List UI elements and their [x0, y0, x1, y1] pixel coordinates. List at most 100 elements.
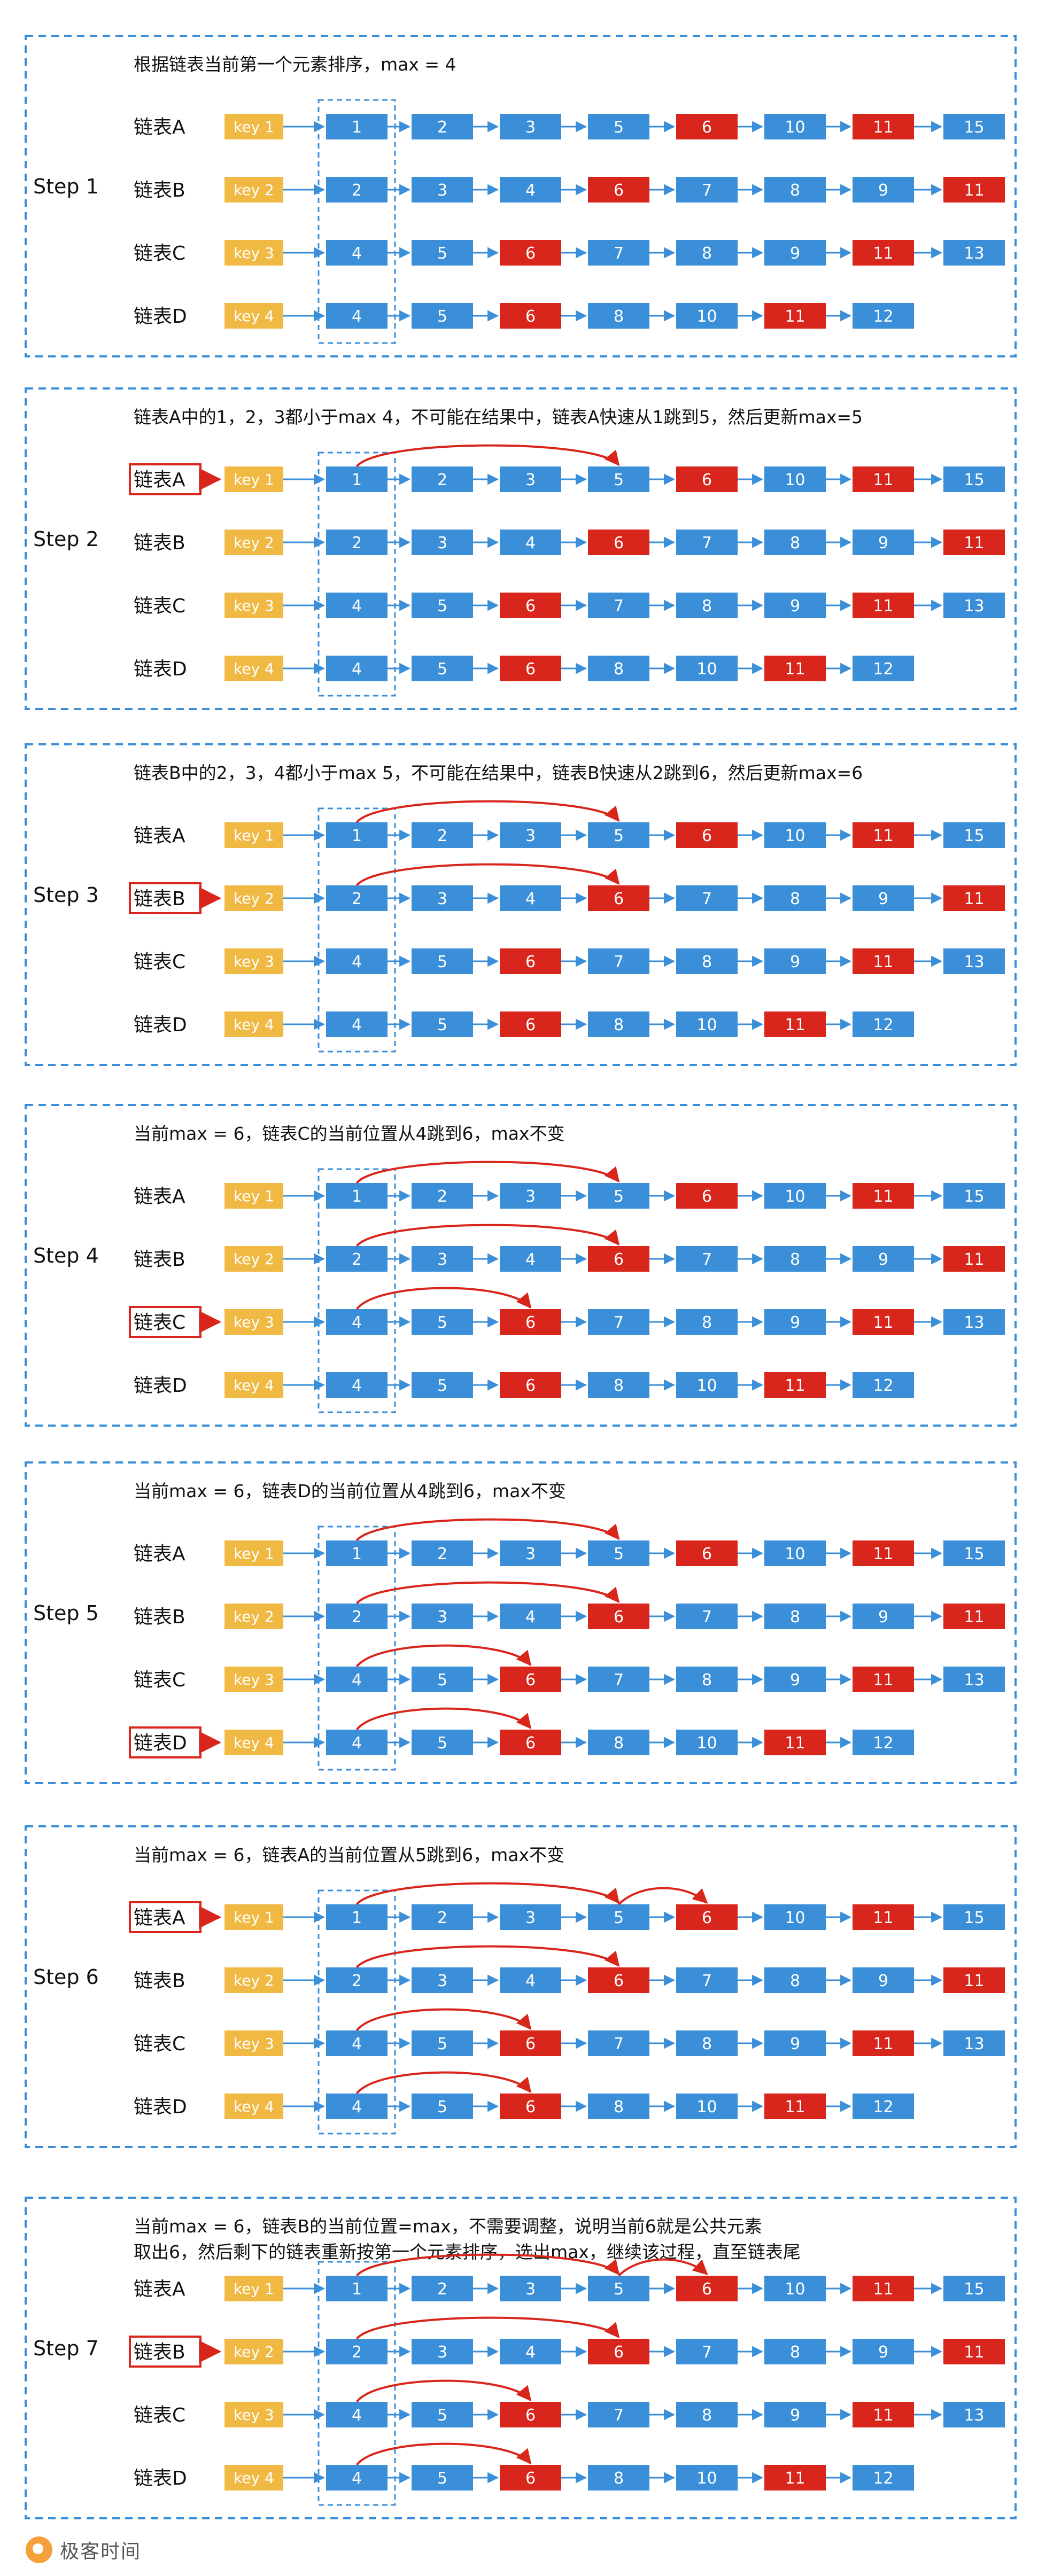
node-box: [500, 2030, 561, 2056]
node-box: [412, 1309, 473, 1335]
node-box: [326, 530, 388, 555]
key-label: key 3: [234, 1671, 274, 1688]
node-box: [853, 114, 914, 139]
node-box: [588, 1246, 649, 1272]
step-frame: [25, 35, 1017, 357]
node-value: 11: [785, 2098, 805, 2116]
node-value: 7: [702, 534, 712, 552]
key-label: key 3: [234, 2406, 274, 2424]
node-box: [853, 1604, 914, 1629]
node-value: 4: [525, 1972, 536, 1990]
node-value: 11: [873, 2035, 893, 2053]
node-value: 3: [437, 1608, 447, 1626]
step-note: 链表B中的2，3，4都小于max 5，不可能在结果中，链表B快速从2跳到6，然后…: [134, 762, 863, 783]
node-box: [412, 1604, 473, 1629]
node-box: [943, 2402, 1005, 2427]
key-box: [224, 1967, 283, 1993]
node-box: [676, 1246, 738, 1272]
node-value: 10: [785, 1545, 805, 1563]
node-value: 6: [525, 244, 536, 263]
node-box: [853, 177, 914, 203]
node-value: 10: [696, 2098, 717, 2116]
node-box: [943, 2339, 1005, 2364]
node-value: 6: [525, 1734, 536, 1753]
node-value: 13: [964, 2035, 984, 2053]
node-box: [326, 2094, 388, 2119]
node-box: [676, 466, 738, 492]
node-box: [676, 1967, 738, 1993]
node-value: 11: [873, 1187, 893, 1206]
node-box: [500, 530, 561, 555]
node-box: [500, 1540, 561, 1566]
node-box: [853, 656, 914, 681]
node-box: [326, 466, 388, 492]
node-value: 11: [873, 1909, 893, 1927]
row-label: 链表D: [134, 1375, 187, 1397]
node-box: [853, 1183, 914, 1209]
node-value: 1: [352, 471, 362, 489]
node-value: 7: [702, 890, 712, 908]
key-label: key 1: [234, 471, 274, 488]
node-value: 4: [352, 597, 362, 616]
list-row: 链表B key 2 2 3 4 6 7 8 9 11: [134, 1967, 1005, 1993]
node-box: [676, 2465, 738, 2491]
node-value: 10: [785, 118, 805, 137]
node-box: [326, 114, 388, 139]
node-value: 9: [790, 1313, 800, 1332]
row-label: 链表D: [134, 1014, 187, 1036]
node-value: 5: [437, 2035, 447, 2053]
node-value: 4: [352, 307, 362, 326]
node-value: 4: [352, 660, 362, 679]
node-value: 8: [614, 1734, 624, 1753]
node-value: 9: [878, 1972, 888, 1990]
node-value: 9: [878, 1608, 888, 1626]
node-value: 6: [525, 2035, 536, 2053]
key-box: [224, 303, 283, 329]
node-value: 6: [614, 890, 624, 908]
node-box: [588, 2339, 649, 2364]
key-label: key 2: [234, 1250, 274, 1268]
node-box: [500, 1183, 561, 1209]
node-box: [853, 948, 914, 974]
node-box: [764, 2030, 826, 2056]
node-value: 6: [614, 1250, 624, 1269]
node-box: [943, 1904, 1005, 1930]
node-box: [853, 2030, 914, 2056]
node-value: 11: [785, 1376, 805, 1395]
node-box: [500, 1246, 561, 1272]
node-value: 6: [525, 953, 536, 971]
node-value: 8: [702, 597, 712, 616]
key-label: key 4: [234, 660, 274, 678]
key-label: key 4: [234, 2098, 274, 2115]
node-box: [853, 2276, 914, 2301]
node-value: 11: [964, 890, 984, 908]
list-row: 链表D key 4 4 5 6 8 10 11 12: [134, 1372, 914, 1398]
list-row: 链表B key 2 2 3 4 6 7 8 9 11: [134, 1246, 1005, 1272]
key-label: key 3: [234, 244, 274, 262]
node-value: 2: [437, 471, 447, 489]
key-box: [224, 1309, 283, 1335]
geektime-logo-icon: [26, 2536, 52, 2563]
node-box: [326, 177, 388, 203]
node-value: 1: [352, 118, 362, 137]
node-value: 6: [525, 597, 536, 616]
node-box: [500, 2339, 561, 2364]
node-value: 6: [702, 2280, 712, 2299]
node-value: 12: [873, 660, 893, 679]
node-box: [412, 593, 473, 618]
node-value: 9: [878, 2343, 888, 2362]
node-value: 3: [525, 1545, 536, 1563]
node-box: [764, 303, 826, 329]
node-value: 13: [964, 1671, 984, 1690]
row-label: 链表C: [134, 243, 185, 264]
list-row: 链表A key 1 1 2 3 5 6 10 11 15: [134, 114, 1005, 139]
jump-arrow: [355, 800, 620, 823]
node-box: [764, 1967, 826, 1993]
current-position-frame: [317, 807, 396, 1053]
node-value: 10: [785, 2280, 805, 2299]
node-value: 13: [964, 2406, 984, 2425]
node-value: 15: [964, 1909, 984, 1927]
node-box: [943, 1967, 1005, 1993]
step-note: 当前max = 6，链表B的当前位置=max，不需要调整，说明当前6就是公共元素: [134, 2216, 762, 2237]
node-value: 5: [614, 2280, 624, 2299]
